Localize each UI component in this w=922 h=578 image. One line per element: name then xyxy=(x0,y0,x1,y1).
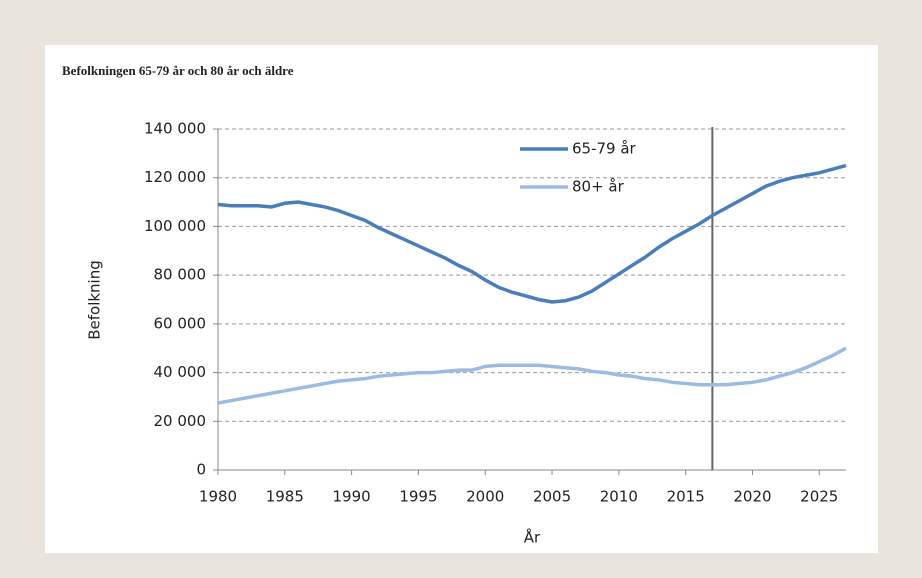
y-tick-label: 100 000 xyxy=(144,217,206,235)
y-tick-label: 120 000 xyxy=(144,168,206,186)
x-tick-label: 2015 xyxy=(667,488,705,506)
x-tick-label: 2005 xyxy=(533,488,571,506)
panel xyxy=(45,45,878,553)
y-tick-label: 40 000 xyxy=(154,363,207,381)
x-tick-label: 2020 xyxy=(733,488,771,506)
series-line xyxy=(217,346,847,405)
y-tick-label: 140 000 xyxy=(144,120,206,138)
y-axis-label: Befolkning xyxy=(86,260,104,340)
x-tick-label: 1990 xyxy=(333,488,371,506)
x-axis-label: År xyxy=(524,528,541,547)
y-tick-label: 20 000 xyxy=(154,412,207,430)
legend-label: 65-79 år xyxy=(572,140,637,158)
x-tick-label: 2000 xyxy=(466,488,504,506)
x-tick-label: 1995 xyxy=(399,488,437,506)
x-tick-label: 2010 xyxy=(600,488,638,506)
series-line xyxy=(217,163,847,304)
x-tick-label: 2025 xyxy=(800,488,838,506)
y-tick-label: 60 000 xyxy=(154,314,207,332)
legend-label: 80+ år xyxy=(572,178,625,196)
y-tick-label: 0 xyxy=(196,461,206,479)
x-tick-label: 1985 xyxy=(266,488,304,506)
y-tick-label: 80 000 xyxy=(154,266,207,284)
x-tick-label: 1980 xyxy=(199,488,237,506)
chart-title: Befolkningen 65-79 år och 80 år och äldr… xyxy=(62,63,294,78)
